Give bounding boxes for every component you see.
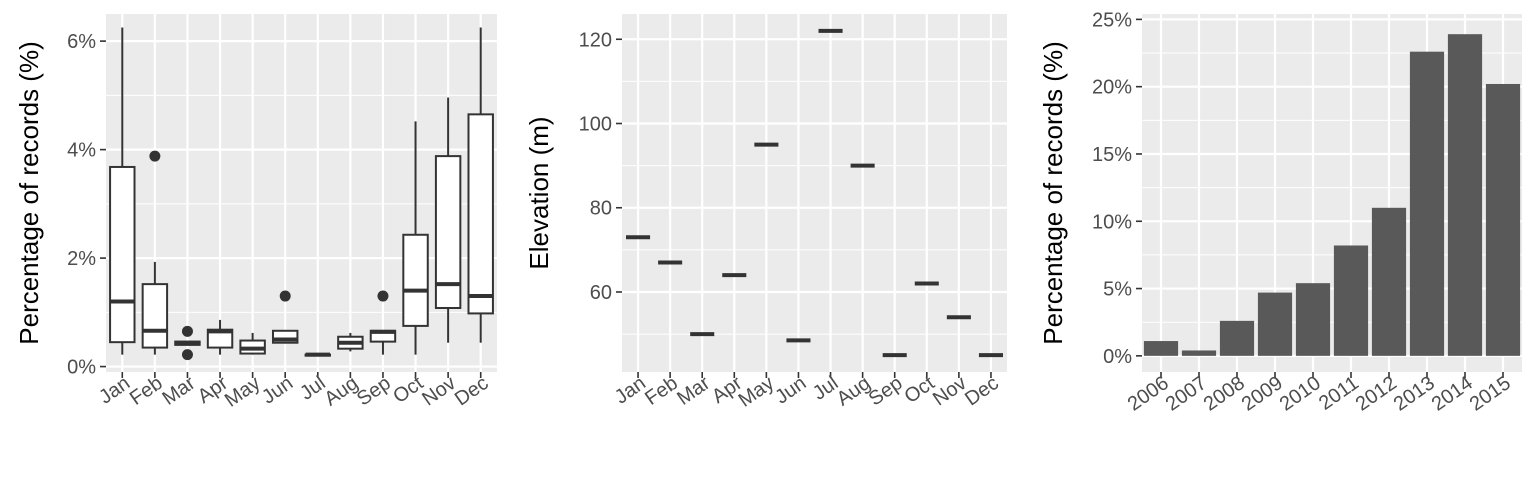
bar-2008	[1219, 320, 1255, 356]
box-oct	[402, 121, 429, 355]
bar-2015	[1485, 83, 1521, 356]
y-tick-label: 120	[579, 29, 612, 51]
y-tick-label: 0%	[67, 357, 96, 379]
x-tick-label: Sep	[353, 372, 395, 410]
panel-3-y-axis: 0% 5% 10% 15% 20% 25%	[1092, 9, 1142, 368]
box-aug	[337, 332, 364, 352]
box-dec	[467, 27, 494, 343]
box-body	[467, 113, 494, 315]
y-tick-label: 0%	[1103, 346, 1132, 368]
y-tick-label: 15%	[1092, 144, 1132, 166]
x-tick-label: Jun	[771, 372, 810, 409]
outlier-point	[279, 290, 291, 302]
panel-2-y-axis: 60 80 100 120	[579, 29, 622, 304]
box-body	[109, 165, 136, 344]
panel-1-y-axis-title: Percentage of records (%)	[14, 41, 44, 344]
bar-2011	[1333, 245, 1369, 356]
panel-2-gridlines	[622, 14, 1007, 372]
box-mar	[174, 325, 201, 361]
bar-2010	[1295, 283, 1331, 356]
x-tick-label: 2011	[1315, 372, 1363, 415]
box-may	[239, 332, 266, 355]
box-jun	[271, 290, 299, 344]
panel-3-marks	[1143, 34, 1521, 356]
outlier-point	[181, 349, 193, 361]
x-tick-label: Dec	[451, 372, 493, 410]
y-tick-label: 4%	[67, 140, 96, 162]
x-tick-label: 2015	[1466, 372, 1515, 416]
bar-2009	[1257, 292, 1293, 356]
x-tick-label: Dec	[961, 372, 1003, 410]
y-tick-label: 60	[590, 282, 612, 304]
panel-3-y-axis-title: Percentage of records (%)	[1038, 41, 1068, 344]
bar-2007	[1181, 350, 1217, 356]
monthly-elevation-chart: 60 80 100 120 JanFebMarAprMayJunJulAugSepOc…	[524, 14, 1007, 412]
box-jan	[109, 27, 136, 355]
outlier-point	[181, 325, 193, 337]
box-jul	[304, 352, 332, 357]
bar-2014	[1447, 34, 1483, 356]
panel-2-y-axis-title: Elevation (m)	[524, 116, 554, 269]
y-tick-label: 2%	[67, 248, 96, 270]
y-tick-label: 20%	[1092, 77, 1132, 99]
box-body	[271, 329, 299, 344]
panel-2-marks	[626, 28, 1003, 358]
bar-2012	[1371, 207, 1407, 356]
box-body	[141, 283, 169, 349]
y-tick-label: 80	[590, 198, 612, 220]
outlier-point	[149, 150, 161, 162]
box-nov	[434, 97, 462, 343]
y-tick-label: 5%	[1103, 279, 1132, 301]
box-body	[402, 233, 429, 327]
panel-1-y-axis: 0% 2% 4% 6%	[67, 31, 106, 379]
bar-2006	[1143, 341, 1179, 356]
box-sep	[369, 290, 397, 355]
yearly-percentage-bar-chart: 0% 5% 10% 15% 20% 25% 20062007200820092010201…	[1038, 9, 1522, 416]
outlier-point	[377, 290, 389, 302]
x-tick-label: Jun	[258, 372, 297, 409]
panel-1-marks	[109, 27, 494, 361]
y-tick-label: 25%	[1092, 9, 1132, 31]
box-apr	[206, 319, 234, 355]
bar-2013	[1409, 51, 1445, 356]
y-tick-label: 6%	[67, 31, 96, 53]
panel-2-background	[622, 14, 1007, 372]
y-tick-label: 10%	[1092, 211, 1132, 233]
box-feb	[141, 150, 169, 355]
y-tick-label: 100	[579, 114, 612, 136]
